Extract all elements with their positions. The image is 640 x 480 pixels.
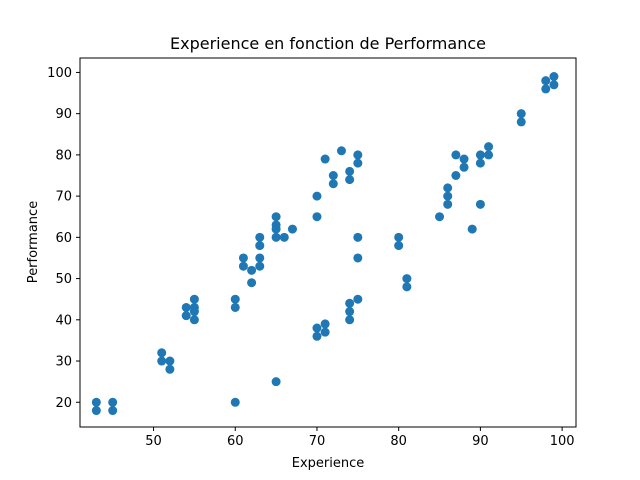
data-point [320, 327, 330, 337]
data-point [484, 150, 494, 160]
data-point [230, 302, 240, 312]
data-point [91, 397, 101, 407]
data-point [181, 302, 191, 312]
data-point [255, 261, 265, 271]
data-point [345, 307, 355, 317]
y-tick-label: 100 [47, 66, 72, 81]
data-point [443, 183, 453, 193]
data-point [549, 72, 559, 82]
data-point [91, 406, 101, 416]
data-point [108, 406, 118, 416]
data-point [312, 331, 322, 341]
data-point [345, 315, 355, 325]
data-point [238, 261, 248, 271]
data-point [271, 232, 281, 242]
data-point [394, 241, 404, 251]
data-point [165, 364, 175, 374]
y-tick-label: 70 [55, 190, 72, 205]
data-point [320, 154, 330, 164]
data-point [271, 224, 281, 234]
data-point [394, 232, 404, 242]
data-point [108, 397, 118, 407]
x-axis: 50 60 70 80 90 100 [145, 427, 575, 449]
chart-title: Experience en fonction de Performance [170, 34, 486, 53]
y-tick-label: 30 [55, 355, 72, 370]
data-point [279, 232, 289, 242]
data-point [157, 356, 167, 366]
data-point [165, 356, 175, 366]
data-point [451, 150, 461, 160]
data-point [516, 117, 526, 127]
data-point [181, 311, 191, 321]
data-point [345, 175, 355, 185]
data-point [189, 294, 199, 304]
x-tick-label: 60 [227, 434, 244, 449]
data-point [353, 232, 363, 242]
data-point [328, 171, 338, 180]
data-point [312, 212, 322, 222]
data-point [459, 162, 469, 172]
y-tick-label: 40 [55, 313, 72, 328]
y-axis: 20 30 40 50 60 70 80 90 100 [47, 66, 80, 411]
data-point [402, 274, 412, 284]
y-tick-label: 90 [55, 107, 72, 122]
data-point [451, 171, 461, 180]
data-point [353, 158, 363, 168]
data-point [238, 253, 248, 263]
data-point [328, 179, 338, 189]
x-tick-label: 70 [309, 434, 326, 449]
data-point [157, 348, 167, 358]
data-point [271, 212, 281, 222]
data-point [345, 298, 355, 308]
data-point [516, 109, 526, 119]
data-point [189, 307, 199, 317]
y-axis-label: Performance [26, 201, 41, 283]
data-point [353, 150, 363, 160]
data-point [475, 199, 485, 209]
x-tick-label: 90 [472, 434, 489, 449]
data-point [255, 232, 265, 242]
data-point [435, 212, 445, 222]
data-point [320, 319, 330, 329]
data-point [353, 294, 363, 304]
data-point [353, 253, 363, 263]
data-point [541, 84, 551, 94]
data-point [255, 241, 265, 251]
data-point [549, 80, 559, 90]
data-point [230, 397, 240, 407]
y-tick-label: 50 [55, 272, 72, 287]
data-point [443, 191, 453, 201]
plot-frame [79, 57, 577, 428]
data-point [255, 253, 265, 263]
data-point [312, 323, 322, 333]
data-point [475, 158, 485, 168]
data-point [247, 278, 257, 288]
data-point [287, 224, 297, 234]
data-point [271, 377, 281, 387]
data-point [484, 142, 494, 152]
y-tick-label: 80 [55, 148, 72, 163]
data-point [345, 166, 355, 176]
data-point [475, 150, 485, 160]
data-point [247, 265, 257, 275]
data-point [402, 282, 412, 292]
x-tick-label: 100 [550, 434, 575, 449]
x-axis-label: Experience [292, 456, 365, 471]
data-point [336, 146, 346, 156]
data-point [459, 154, 469, 164]
y-tick-label: 60 [55, 231, 72, 246]
data-point [467, 224, 477, 234]
data-point [443, 199, 453, 209]
data-point [189, 315, 199, 325]
x-tick-label: 80 [390, 434, 407, 449]
data-point [230, 294, 240, 304]
data-point [541, 76, 551, 86]
points-layer [91, 72, 559, 416]
data-point [312, 191, 322, 201]
y-tick-label: 20 [55, 396, 72, 411]
x-tick-label: 50 [145, 434, 162, 449]
